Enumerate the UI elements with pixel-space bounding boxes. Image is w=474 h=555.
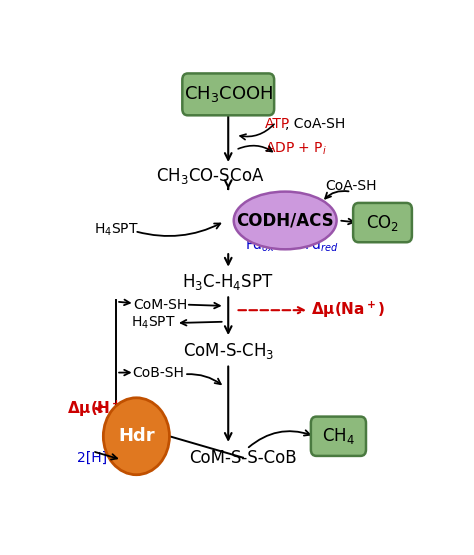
Text: CH$_3$CO-SCoA: CH$_3$CO-SCoA bbox=[155, 165, 264, 185]
FancyArrowPatch shape bbox=[119, 300, 130, 305]
Circle shape bbox=[103, 398, 170, 475]
Text: CH$_4$: CH$_4$ bbox=[322, 426, 355, 446]
FancyArrowPatch shape bbox=[187, 374, 221, 384]
FancyArrowPatch shape bbox=[249, 430, 310, 447]
Text: H$_4$SPT: H$_4$SPT bbox=[130, 315, 175, 331]
Ellipse shape bbox=[234, 191, 337, 249]
FancyArrowPatch shape bbox=[189, 303, 220, 309]
FancyArrowPatch shape bbox=[225, 297, 232, 333]
Text: H$_4$SPT: H$_4$SPT bbox=[94, 222, 138, 239]
Text: CO$_2$: CO$_2$ bbox=[366, 213, 399, 233]
FancyArrowPatch shape bbox=[96, 405, 102, 412]
Text: CoM-SH: CoM-SH bbox=[133, 297, 187, 312]
Text: CoA-SH: CoA-SH bbox=[326, 179, 377, 193]
Text: CoM-S-CH$_3$: CoM-S-CH$_3$ bbox=[182, 341, 274, 361]
Text: H$_2$O: H$_2$O bbox=[271, 237, 300, 254]
Text: CoM-S-S-CoB: CoM-S-S-CoB bbox=[189, 448, 297, 467]
FancyBboxPatch shape bbox=[311, 417, 366, 456]
FancyArrowPatch shape bbox=[225, 113, 232, 160]
Text: , CoA-SH: , CoA-SH bbox=[285, 117, 346, 132]
FancyArrowPatch shape bbox=[225, 366, 232, 440]
Text: CoB-SH: CoB-SH bbox=[133, 366, 184, 380]
FancyArrowPatch shape bbox=[137, 224, 220, 236]
Text: $\mathbf{\Delta\mu(Na^+)}$: $\mathbf{\Delta\mu(Na^+)}$ bbox=[311, 300, 385, 320]
Text: H$_3$C-H$_4$SPT: H$_3$C-H$_4$SPT bbox=[182, 273, 274, 292]
Text: 2[H]: 2[H] bbox=[77, 451, 108, 465]
FancyArrowPatch shape bbox=[95, 452, 117, 460]
Text: Fd$_{red}$: Fd$_{red}$ bbox=[304, 236, 339, 254]
FancyArrowPatch shape bbox=[240, 124, 274, 140]
FancyArrowPatch shape bbox=[119, 370, 130, 375]
FancyArrowPatch shape bbox=[181, 320, 222, 326]
FancyArrowPatch shape bbox=[238, 307, 304, 313]
Text: ADP + P$_i$: ADP + P$_i$ bbox=[265, 140, 327, 157]
Text: CODH/ACS: CODH/ACS bbox=[237, 211, 334, 229]
Text: Hdr: Hdr bbox=[118, 427, 155, 445]
FancyArrowPatch shape bbox=[225, 180, 232, 189]
FancyBboxPatch shape bbox=[182, 73, 274, 115]
Text: ATP: ATP bbox=[265, 117, 290, 132]
FancyArrowPatch shape bbox=[341, 219, 354, 224]
Text: CH$_3$COOH: CH$_3$COOH bbox=[183, 84, 273, 104]
FancyBboxPatch shape bbox=[353, 203, 412, 242]
FancyArrowPatch shape bbox=[225, 254, 232, 265]
FancyArrowPatch shape bbox=[325, 191, 348, 199]
Text: Fd$_{ox}$: Fd$_{ox}$ bbox=[245, 236, 275, 254]
FancyArrowPatch shape bbox=[238, 145, 272, 152]
Text: $\mathbf{\Delta\mu(H^+)}$: $\mathbf{\Delta\mu(H^+)}$ bbox=[66, 398, 131, 418]
